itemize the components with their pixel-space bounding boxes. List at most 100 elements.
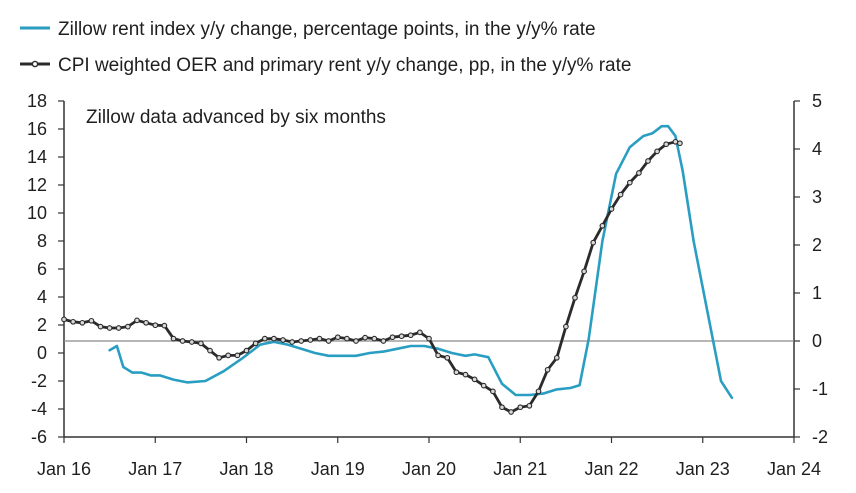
cpi-data-point: [106, 325, 113, 331]
cpi-data-point: [672, 138, 679, 145]
left-y-tick-label: 18: [27, 91, 47, 111]
cpi-data-point: [517, 404, 524, 411]
cpi-data-point: [553, 354, 560, 361]
left-y-tick-label: 2: [37, 315, 47, 335]
left-y-tick-label: 14: [27, 147, 47, 167]
cpi-data-point: [453, 369, 460, 376]
cpi-data-point: [289, 339, 295, 345]
cpi-data-point: [271, 335, 277, 342]
cpi-data-point: [677, 140, 683, 147]
cpi-data-point: [115, 325, 122, 331]
cpi-data-point: [462, 371, 469, 378]
left-y-tick-label: -2: [31, 371, 47, 391]
cpi-data-point: [435, 352, 441, 359]
left-y-tick-label: 10: [27, 203, 47, 223]
cpi-data-point: [125, 323, 131, 330]
cpi-data-point: [508, 409, 514, 415]
cpi-data-point: [261, 335, 268, 342]
right-y-tick-label: 0: [812, 331, 822, 351]
x-tick-label: Jan 21: [493, 459, 547, 479]
x-tick-label: Jan 20: [402, 459, 456, 479]
legend-label-cpi: CPI weighted OER and primary rent y/y ch…: [58, 55, 631, 76]
cpi-data-point: [608, 206, 615, 212]
x-tick-label: Jan 23: [676, 459, 730, 479]
cpi-data-point: [444, 354, 451, 361]
cpi-data-point: [88, 317, 95, 324]
left-y-tick-label: 8: [37, 231, 47, 251]
zillow-series-line: [108, 124, 734, 400]
cpi-data-point: [61, 316, 67, 323]
cpi-data-point: [97, 323, 104, 330]
cpi-data-point: [362, 334, 368, 341]
cpi-data-point: [170, 335, 177, 342]
x-tick-label: Jan 16: [37, 459, 91, 479]
cpi-data-point: [590, 239, 597, 246]
cpi-series-line: [62, 140, 682, 414]
legend: Zillow rent index y/y change, percentage…: [20, 19, 631, 76]
cpi-data-point: [216, 354, 222, 361]
cpi-data-point: [663, 141, 670, 148]
cpi-data-point: [243, 347, 250, 354]
cpi-data-point: [407, 332, 414, 339]
cpi-data-point: [152, 322, 159, 329]
right-y-tick-label: 1: [812, 283, 822, 303]
cpi-data-point: [490, 388, 496, 395]
cpi-data-point: [581, 268, 587, 275]
cpi-data-point: [307, 337, 314, 343]
cpi-data-point: [207, 347, 213, 354]
cpi-data-point: [316, 335, 323, 342]
left-y-tick-label: -4: [31, 399, 47, 419]
cpi-data-point: [325, 338, 332, 344]
cpi-data-point: [389, 334, 396, 341]
cpi-data-point: [143, 319, 149, 326]
cpi-data-point: [544, 366, 551, 373]
cpi-data-point: [645, 158, 651, 164]
cpi-data-point: [344, 335, 350, 342]
chart-annotation: Zillow data advanced by six months: [86, 107, 386, 128]
cpi-data-point: [188, 339, 195, 345]
cpi-data-point: [626, 179, 633, 186]
cpi-data-point: [636, 170, 642, 176]
left-y-tick-label: 4: [37, 287, 47, 307]
cpi-data-point: [480, 382, 487, 389]
cpi-data-point: [225, 352, 232, 359]
cpi-data-point: [134, 317, 140, 324]
cpi-data-point: [526, 402, 533, 409]
x-tick-label: Jan 18: [219, 459, 273, 479]
cpi-data-point: [471, 376, 478, 383]
x-tick-label: Jan 22: [584, 459, 638, 479]
series-layer: [61, 124, 734, 415]
cpi-data-point: [398, 333, 405, 340]
cpi-data-point: [234, 352, 241, 359]
cpi-data-point: [280, 337, 286, 343]
cpi-data-point: [599, 222, 606, 229]
right-y-tick-label: -2: [812, 427, 828, 447]
cpi-data-point: [79, 319, 86, 326]
right-y-tick-label: 2: [812, 235, 822, 255]
cpi-data-point: [617, 191, 624, 198]
left-y-tick-label: 12: [27, 175, 47, 195]
x-tick-label: Jan 24: [767, 459, 821, 479]
right-y-tick-label: 4: [812, 139, 822, 159]
x-tick-label: Jan 17: [128, 459, 182, 479]
cpi-data-point: [371, 335, 378, 342]
left-y-tick-label: 16: [27, 119, 47, 139]
legend-label-zillow: Zillow rent index y/y change, percentage…: [58, 19, 596, 40]
cpi-data-point: [426, 335, 432, 342]
right-y-tick-label: -1: [812, 379, 828, 399]
cpi-data-point: [198, 340, 204, 347]
cpi-data-point: [380, 338, 387, 344]
cpi-data-point: [572, 294, 578, 301]
left-y-tick-label: 6: [37, 259, 47, 279]
cpi-data-point: [535, 388, 542, 395]
cpi-data-point: [70, 318, 76, 325]
cpi-data-point: [499, 404, 505, 411]
cpi-data-point: [353, 338, 359, 344]
cpi-data-point: [161, 322, 168, 329]
cpi-data-point: [417, 329, 423, 336]
cpi-data-point: [334, 334, 341, 341]
left-y-tick-label: 0: [37, 343, 47, 363]
cpi-data-point: [179, 338, 186, 344]
